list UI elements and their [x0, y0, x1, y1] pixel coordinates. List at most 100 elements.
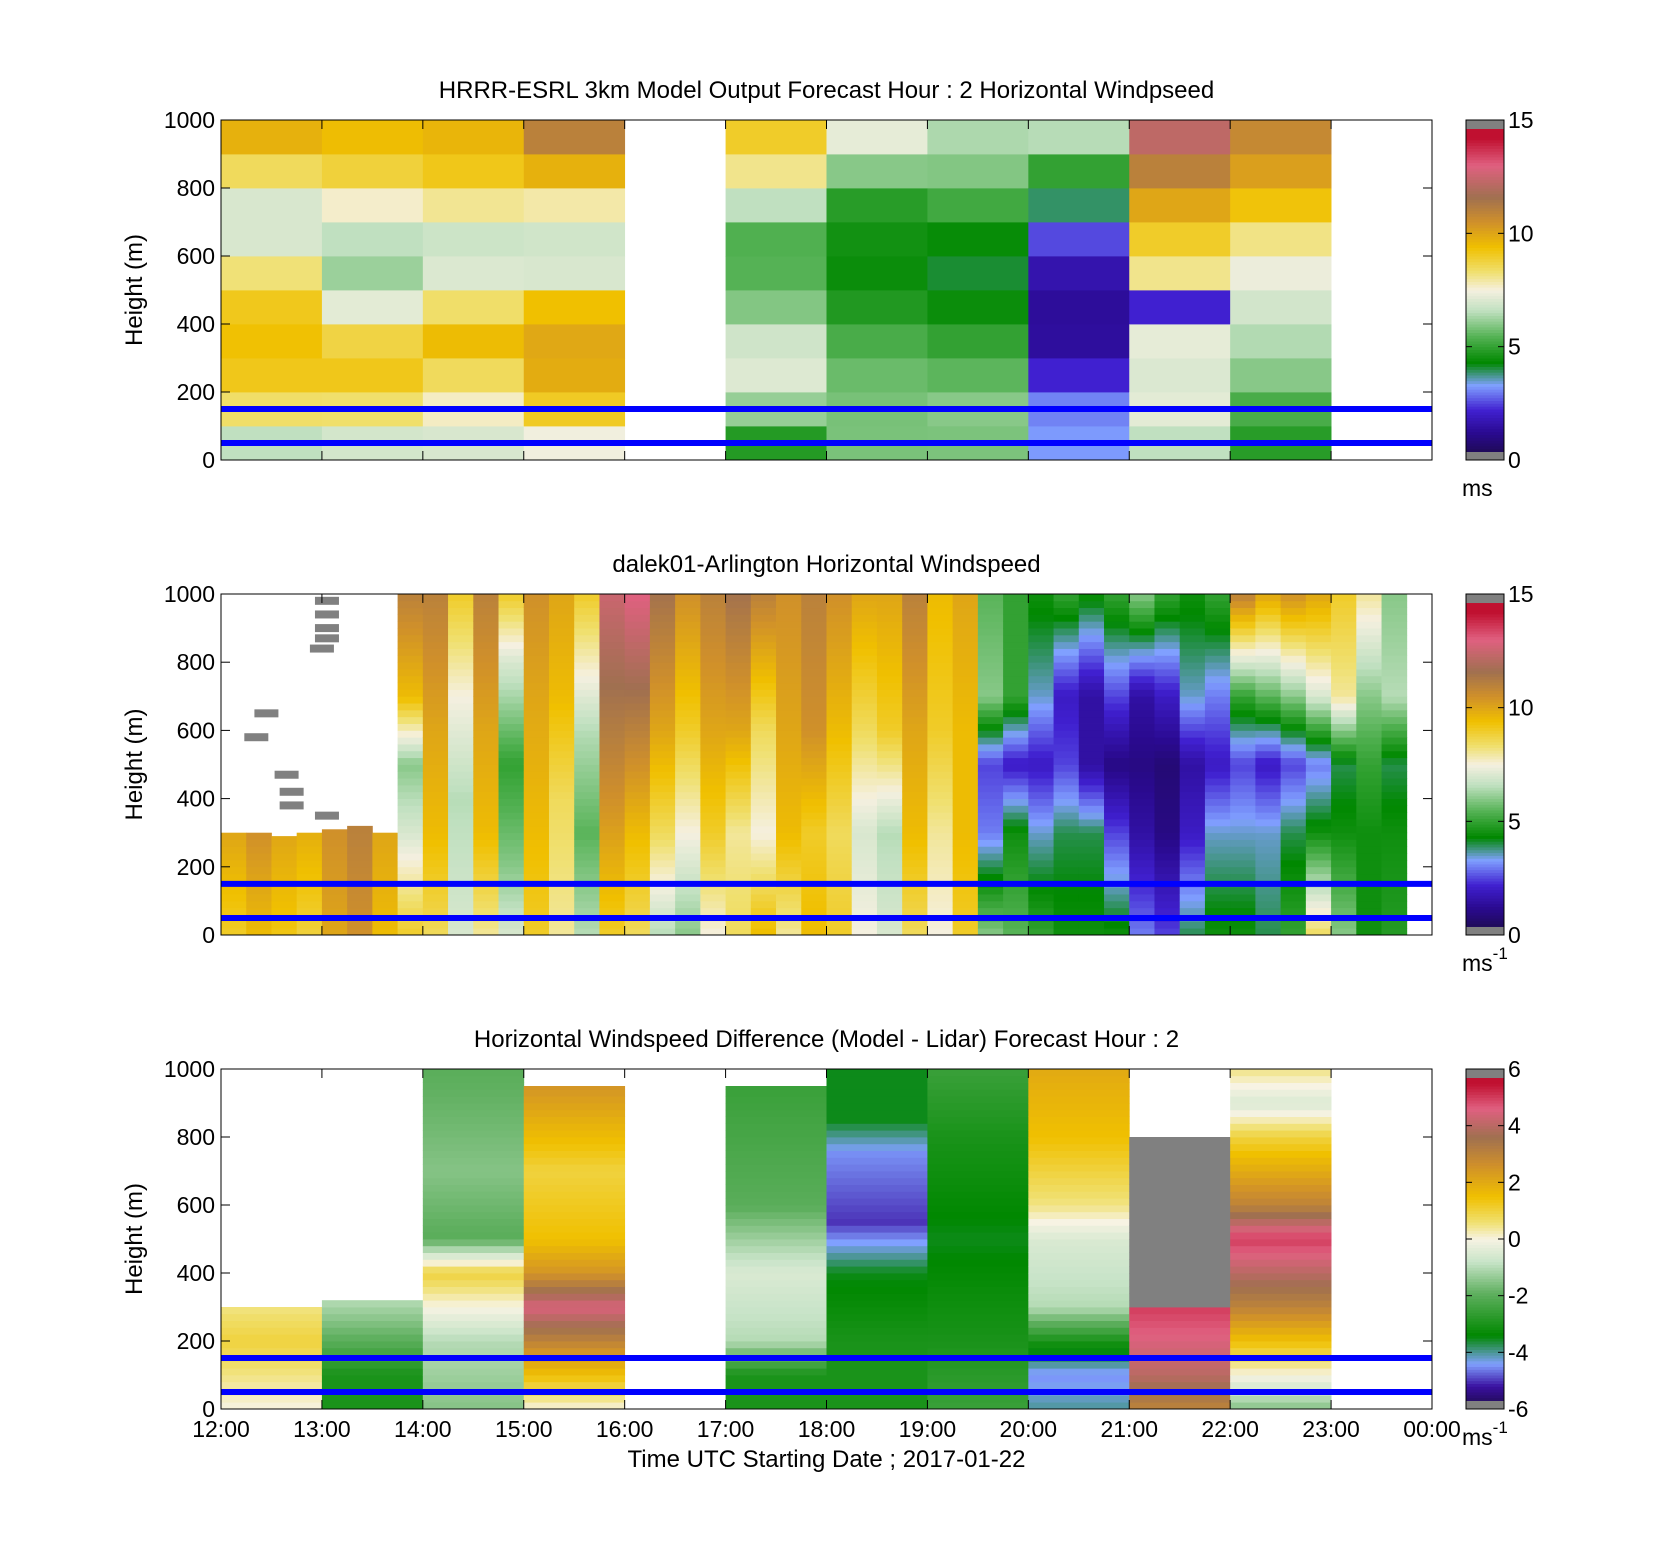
heatmap-cell [1003, 662, 1029, 670]
heatmap-cell [1305, 669, 1332, 677]
heatmap-cell [599, 764, 626, 772]
heatmap-cell [1129, 1327, 1231, 1335]
heatmap-cell [801, 594, 827, 602]
heatmap-cell [1280, 614, 1307, 622]
heatmap-cell [851, 900, 878, 909]
heatmap-cell [548, 716, 575, 724]
heatmap-cell [1179, 812, 1206, 820]
heatmap-cell [902, 778, 928, 786]
heatmap-cell [397, 819, 424, 827]
heatmap-cell [498, 628, 525, 636]
heatmap-cell [1179, 655, 1206, 663]
heatmap-cell [977, 716, 1004, 724]
heatmap-cell [1028, 1191, 1130, 1199]
heatmap-cell [422, 1266, 525, 1274]
heatmap-cell [1179, 866, 1206, 875]
heatmap-cell [1230, 887, 1256, 895]
heatmap-cell [826, 222, 928, 257]
heatmap-cell [1104, 900, 1130, 909]
heatmap-cell [1230, 1143, 1332, 1151]
heatmap-cell [422, 634, 449, 643]
heatmap-cell [1230, 1103, 1332, 1111]
heatmap-cell [876, 648, 903, 656]
heatmap-cell [1129, 256, 1231, 291]
heatmap-cell [397, 607, 424, 615]
heatmap-cell [1179, 825, 1206, 834]
heatmap-cell [624, 853, 651, 861]
heatmap-cell [1154, 907, 1181, 915]
heatmap-cell [801, 709, 827, 718]
heatmap-cell [296, 907, 323, 915]
heatmap-cell [422, 358, 525, 393]
colorbar-segment [1466, 1301, 1504, 1305]
heatmap-cell [397, 757, 424, 765]
heatmap-cell [1129, 1232, 1231, 1240]
heatmap-cell [649, 873, 676, 881]
heatmap-cell [1104, 730, 1130, 738]
heatmap-cell [498, 703, 525, 711]
heatmap-cell [1028, 1082, 1130, 1090]
heatmap-cell [473, 805, 499, 813]
heatmap-cell [801, 907, 827, 915]
heatmap-cell [1028, 730, 1054, 738]
heatmap-cell [1255, 737, 1282, 745]
heatmap-cell [876, 771, 903, 779]
heatmap-cell [1078, 750, 1105, 759]
heatmap-cell [675, 839, 701, 847]
heatmap-cell [1204, 723, 1231, 731]
heatmap-cell [1331, 689, 1357, 697]
colorbar-segment [1466, 1190, 1504, 1195]
heatmap-cell [523, 819, 550, 827]
heatmap-cell [700, 737, 726, 745]
heatmap-cell [1230, 709, 1256, 718]
heatmap-cell [826, 689, 853, 697]
colorbar-segment [1466, 287, 1504, 291]
heatmap-cell [776, 634, 802, 643]
heatmap-cell [1053, 798, 1080, 806]
heatmap-cell [826, 730, 853, 738]
colorbar-segment [1466, 932, 1504, 936]
heatmap-cell [700, 594, 726, 602]
heatmap-cell [700, 805, 726, 813]
heatmap-cell [675, 900, 701, 909]
heatmap-cell [1104, 723, 1130, 731]
colorbar-segment [1466, 1298, 1504, 1302]
heatmap-cell [1280, 832, 1307, 840]
heatmap-cell [927, 1177, 1029, 1185]
heatmap-cell [1255, 621, 1282, 629]
heatmap-cell [1028, 1232, 1130, 1240]
heatmap-cell [927, 120, 1029, 155]
heatmap-cell [927, 1395, 1029, 1403]
heatmap-cell [599, 784, 626, 793]
heatmap-cell [927, 1334, 1029, 1342]
heatmap-cell [1230, 1252, 1332, 1260]
heatmap-cell [725, 1143, 827, 1151]
heatmap-cell [851, 825, 878, 834]
colorbar-segment [1466, 1202, 1504, 1206]
heatmap-cell [422, 696, 449, 704]
heatmap-cell [1280, 791, 1307, 799]
heatmap-cell [1129, 859, 1155, 868]
heatmap-cell [1028, 1184, 1130, 1192]
heatmap-cell [1104, 600, 1130, 609]
heatmap-cell [523, 669, 550, 677]
heatmap-cell [523, 154, 626, 189]
colorbar-segment [1466, 642, 1504, 646]
colorbar-segment [1466, 1363, 1504, 1367]
heatmap-cell [548, 641, 575, 649]
heatmap-cell [927, 614, 954, 622]
heatmap-cell [902, 655, 928, 663]
heatmap-cell [725, 784, 752, 793]
colorbar-segment [1466, 707, 1504, 712]
heatmap-cell [372, 873, 399, 881]
heatmap-cell [725, 846, 752, 854]
colorbar-segment [1466, 199, 1504, 203]
heatmap-cell [725, 1307, 827, 1315]
heatmap-cell [675, 744, 701, 752]
heatmap-cell [876, 737, 903, 745]
heatmap-cell [1230, 1164, 1332, 1172]
heatmap-cell [801, 600, 827, 609]
heatmap-cell [750, 778, 777, 786]
heatmap-cell [700, 873, 726, 881]
colorbar-segment [1466, 1239, 1504, 1243]
